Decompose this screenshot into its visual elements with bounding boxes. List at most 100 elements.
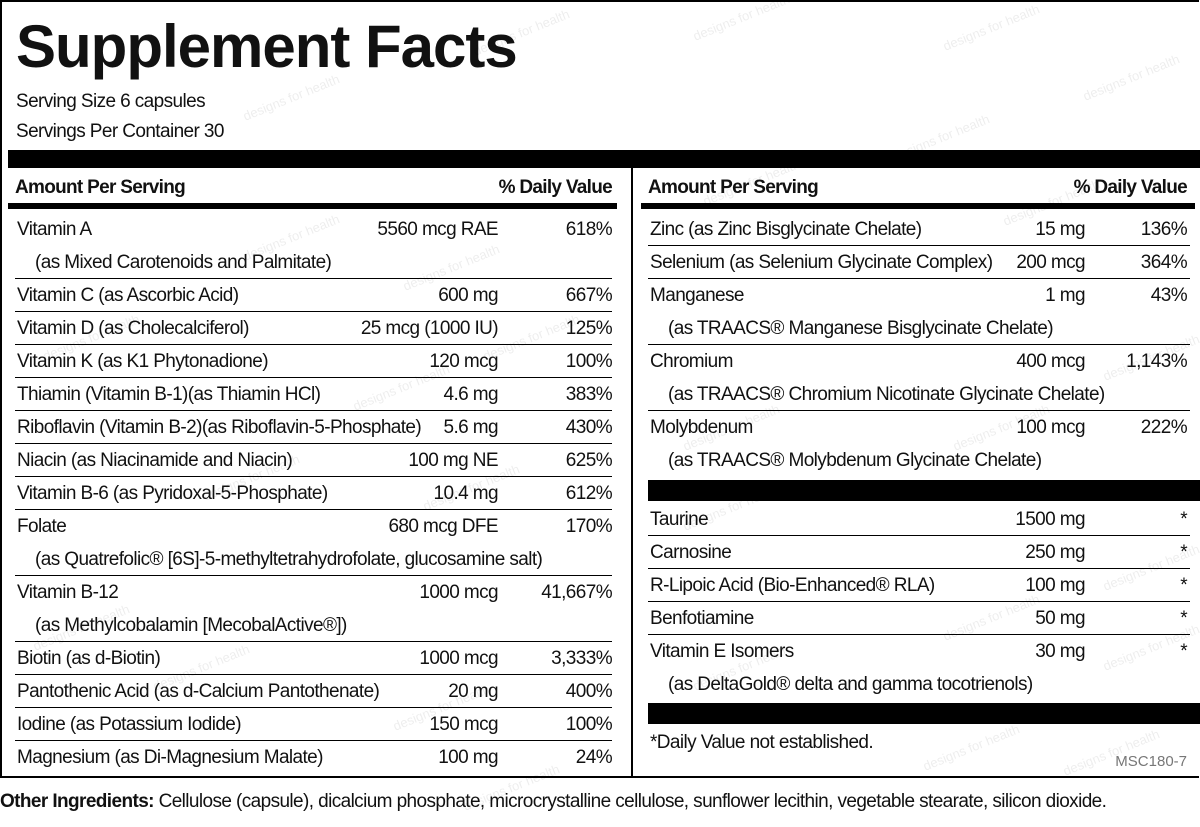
other-ingredients-label: Other Ingredients:	[0, 791, 154, 812]
nutrient-source: (as Methylcobalamin [MecobalActive®])	[35, 615, 347, 636]
amount: 1500 mg	[1015, 509, 1085, 530]
column-divider	[631, 168, 633, 778]
footnote: *Daily Value not established.	[650, 732, 874, 753]
nutrient-source: (as TRAACS® Chromium Nicotinate Glycinat…	[668, 384, 1105, 405]
amount: 20 mg	[448, 681, 498, 702]
heavy-bar	[8, 150, 1200, 168]
nutrient-source: (as TRAACS® Manganese Bisglycinate Chela…	[668, 318, 1054, 339]
row-rule	[648, 568, 1190, 569]
other-ingredients: Other Ingredients: Cellulose (capsule), …	[0, 788, 1107, 816]
nutrient-name: Vitamin B-12	[17, 582, 119, 603]
heavy-rule	[8, 203, 617, 209]
row-rule	[15, 641, 612, 642]
column-header: % Daily Value	[1073, 177, 1188, 198]
daily-value: 100%	[565, 351, 613, 372]
daily-value: 222%	[1140, 417, 1188, 438]
daily-value: 100%	[565, 714, 613, 735]
amount: 680 mcg DFE	[388, 516, 498, 537]
daily-value: 136%	[1140, 219, 1188, 240]
nutrient-name: R-Lipoic Acid (Bio-Enhanced® RLA)	[650, 575, 935, 596]
nutrient-name: Niacin (as Niacinamide and Niacin)	[17, 450, 293, 471]
nutrient-name: Vitamin E Isomers	[650, 641, 794, 662]
nutrient-name: Vitamin C (as Ascorbic Acid)	[17, 285, 239, 306]
daily-value: 400%	[565, 681, 613, 702]
daily-value: *	[1180, 542, 1187, 563]
daily-value: *	[1180, 509, 1187, 530]
amount: 25 mcg (1000 IU)	[360, 318, 499, 339]
daily-value: 667%	[565, 285, 613, 306]
servings-per-container: Servings Per Container 30	[16, 121, 224, 142]
nutrient-name: Vitamin B-6 (as Pyridoxal-5-Phosphate)	[17, 483, 328, 504]
amount: 100 mg	[1025, 575, 1085, 596]
heavy-bar	[648, 480, 1200, 501]
daily-value: 383%	[565, 384, 613, 405]
daily-value: 364%	[1140, 252, 1188, 273]
column-header: % Daily Value	[498, 177, 613, 198]
amount: 15 mg	[1035, 219, 1085, 240]
amount: 30 mg	[1035, 641, 1085, 662]
row-rule	[15, 509, 612, 510]
nutrient-name: Vitamin K (as K1 Phytonadione)	[17, 351, 269, 372]
row-rule	[15, 443, 612, 444]
column-header: Amount Per Serving	[648, 177, 819, 198]
amount: 1000 mcg	[419, 648, 498, 669]
nutrient-name: Chromium	[650, 351, 733, 372]
row-rule	[648, 278, 1190, 279]
nutrient-name: Carnosine	[650, 542, 732, 563]
nutrient-name: Folate	[17, 516, 67, 537]
nutrient-name: Benfotiamine	[650, 608, 754, 629]
amount: 1000 mcg	[419, 582, 498, 603]
daily-value: 625%	[565, 450, 613, 471]
amount: 250 mg	[1025, 542, 1085, 563]
row-rule	[15, 311, 612, 312]
row-rule	[648, 601, 1190, 602]
serving-size: Serving Size 6 capsules	[16, 91, 206, 112]
amount: 5560 mcg RAE	[377, 219, 498, 240]
row-rule	[648, 344, 1190, 345]
amount: 150 mcg	[429, 714, 498, 735]
daily-value: 1,143%	[1126, 351, 1187, 372]
row-rule	[15, 410, 612, 411]
nutrient-name: Riboflavin (Vitamin B-2)(as Riboflavin-5…	[17, 417, 422, 438]
nutrient-name: Molybdenum	[650, 417, 753, 438]
row-rule	[15, 707, 612, 708]
daily-value: 430%	[565, 417, 613, 438]
daily-value: *	[1180, 575, 1187, 596]
daily-value: 24%	[575, 747, 613, 768]
daily-value: 125%	[565, 318, 613, 339]
nutrient-source: (as DeltaGold® delta and gamma tocotrien…	[668, 674, 1033, 695]
nutrient-name: Vitamin A	[17, 219, 92, 240]
heavy-rule	[641, 203, 1195, 209]
amount: 1 mg	[1045, 285, 1085, 306]
row-rule	[15, 344, 612, 345]
nutrient-name: Taurine	[650, 509, 709, 530]
daily-value: 43%	[1150, 285, 1188, 306]
amount: 100 mg NE	[408, 450, 498, 471]
daily-value: 170%	[565, 516, 613, 537]
row-rule	[15, 740, 612, 741]
amount: 100 mcg	[1016, 417, 1085, 438]
row-rule	[15, 476, 612, 477]
nutrient-name: Pantothenic Acid (as d-Calcium Pantothen…	[17, 681, 380, 702]
daily-value: 41,667%	[541, 582, 612, 603]
product-code: MSC180-7	[1115, 753, 1187, 770]
amount: 120 mcg	[429, 351, 498, 372]
label-border	[0, 0, 1199, 778]
amount: 5.6 mg	[443, 417, 499, 438]
nutrient-name: Biotin (as d-Biotin)	[17, 648, 161, 669]
row-rule	[15, 278, 612, 279]
nutrient-name: Manganese	[650, 285, 745, 306]
amount: 200 mcg	[1016, 252, 1085, 273]
daily-value: *	[1180, 641, 1187, 662]
nutrient-name: Zinc (as Zinc Bisglycinate Chelate)	[650, 219, 922, 240]
row-rule	[15, 674, 612, 675]
nutrient-name: Magnesium (as Di-Magnesium Malate)	[17, 747, 323, 768]
other-ingredients-text: Cellulose (capsule), dicalcium phosphate…	[158, 791, 1107, 812]
nutrient-source: (as Quatrefolic® [6S]-5-methyltetrahydro…	[35, 549, 543, 570]
amount: 100 mg	[438, 747, 498, 768]
nutrient-name: Selenium (as Selenium Glycinate Complex)	[650, 252, 993, 273]
title: Supplement Facts	[16, 13, 518, 80]
amount: 10.4 mg	[433, 483, 499, 504]
nutrient-source: (as TRAACS® Molybdenum Glycinate Chelate…	[668, 450, 1042, 471]
